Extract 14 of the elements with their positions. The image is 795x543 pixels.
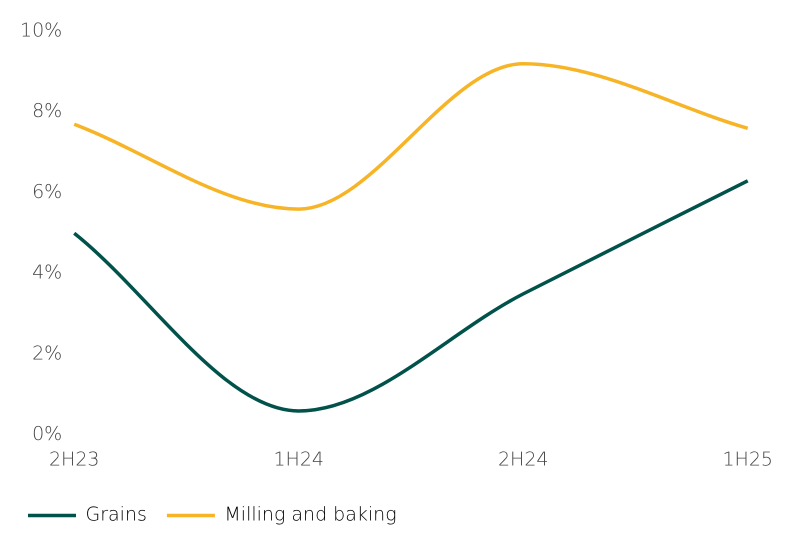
y-tick-label: 0% [32,423,62,446]
line-series [72,179,750,413]
y-tick-label: 2% [32,342,62,364]
x-tick-label: 1H24 [273,448,324,471]
x-tick-label: 1H25 [722,448,774,471]
x-tick-label: 2H23 [48,448,100,471]
legend-label: Milling and baking [224,503,397,526]
y-tick-label: 10% [20,19,62,42]
x-tick-label: 2H24 [498,448,549,471]
line-series [72,62,750,211]
y-tick-label: 4% [32,262,62,284]
y-tick-label: 8% [32,100,62,122]
legend-label: Grains [86,503,147,526]
y-tick-label: 6% [32,180,62,203]
